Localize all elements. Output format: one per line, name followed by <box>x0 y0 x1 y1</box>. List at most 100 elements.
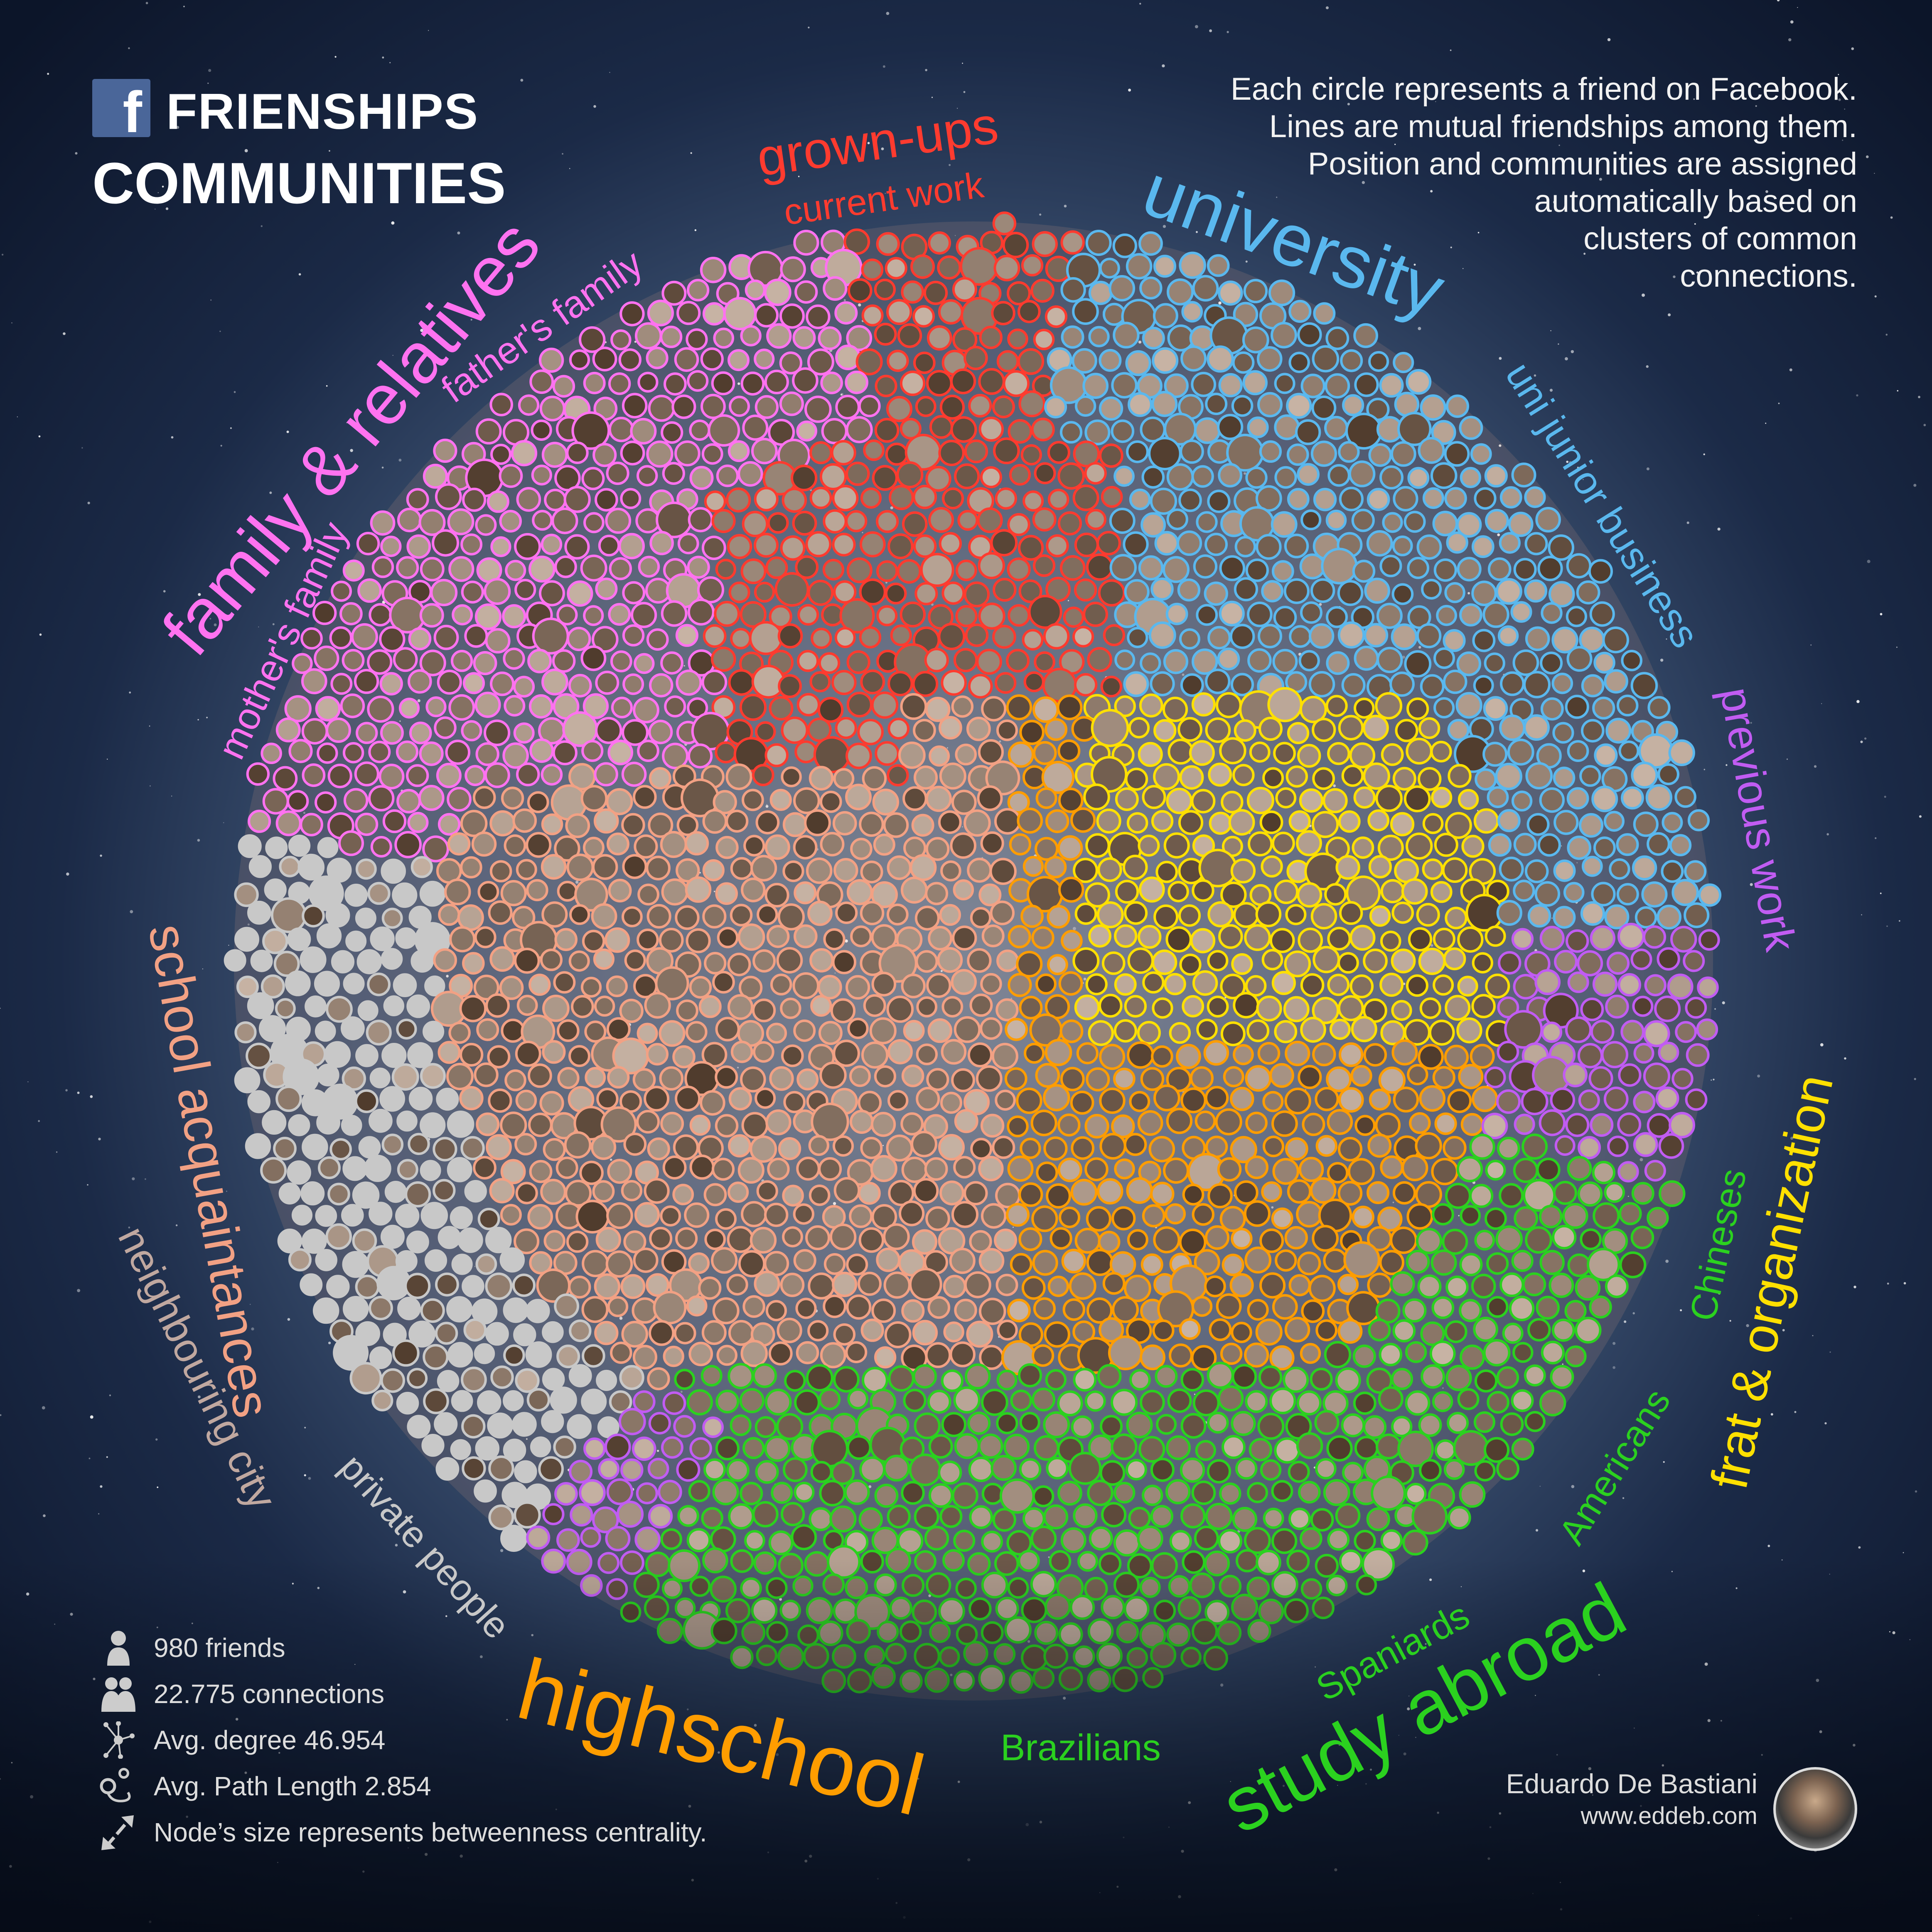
star <box>1138 340 1142 344</box>
friend-node <box>396 1018 417 1040</box>
star <box>11 322 12 324</box>
star <box>946 747 948 749</box>
friend-node <box>1554 1135 1576 1156</box>
star <box>210 299 212 301</box>
friend-node <box>1299 553 1326 580</box>
friend-node <box>807 580 834 606</box>
friend-node <box>637 371 659 393</box>
friend-node <box>954 1433 980 1459</box>
friend-node <box>1124 901 1148 925</box>
friend-node <box>1363 1043 1387 1067</box>
friend-node <box>608 417 634 442</box>
friend-node <box>637 740 659 762</box>
friend-node <box>1085 833 1110 858</box>
friend-node <box>1327 464 1350 487</box>
friend-node <box>887 349 909 372</box>
friend-node <box>1030 279 1054 303</box>
friend-node <box>1165 602 1188 625</box>
friend-node <box>300 1273 323 1296</box>
friend-node <box>780 1502 805 1526</box>
author-website[interactable]: www.eddeb.com <box>1581 1802 1757 1829</box>
friend-node <box>1088 1020 1114 1046</box>
friend-node <box>997 1320 1018 1341</box>
friend-node <box>875 375 897 397</box>
friend-node <box>262 1110 287 1135</box>
friend-node <box>925 466 951 492</box>
friend-node <box>646 347 669 369</box>
friend-node <box>1261 949 1283 971</box>
friend-node <box>1275 1249 1297 1272</box>
friend-node <box>568 673 592 698</box>
friend-node <box>1445 1182 1471 1209</box>
friend-node <box>1284 950 1311 978</box>
friend-node <box>595 717 622 744</box>
friend-node <box>539 1091 564 1116</box>
friend-node <box>909 1453 942 1486</box>
star <box>683 665 685 667</box>
star <box>1919 815 1922 818</box>
friend-node <box>739 1388 765 1413</box>
star <box>1558 343 1559 345</box>
friend-node <box>1101 486 1123 508</box>
friend-node <box>702 1416 724 1438</box>
friend-node <box>1445 812 1472 839</box>
friend-node <box>1392 1181 1416 1205</box>
friend-node <box>1209 1318 1232 1341</box>
friend-node <box>1271 322 1297 349</box>
star <box>1048 1556 1050 1558</box>
star <box>286 430 289 433</box>
friend-node <box>1088 326 1110 347</box>
friend-node <box>1114 649 1136 671</box>
friend-node <box>1337 1273 1359 1295</box>
friend-node <box>673 1415 696 1438</box>
friend-node <box>489 393 513 417</box>
friend-node <box>928 1434 953 1459</box>
friend-node <box>1534 881 1561 907</box>
friend-node <box>1127 1041 1154 1069</box>
friend-node <box>676 858 700 883</box>
star <box>0 1008 1 1009</box>
friend-node <box>1525 762 1553 789</box>
star <box>1765 423 1767 424</box>
friend-node <box>1536 1295 1560 1320</box>
friend-node <box>1484 1207 1507 1230</box>
friend-node <box>392 882 418 908</box>
friend-node <box>462 487 487 512</box>
friend-node <box>329 626 353 649</box>
friend-node <box>433 438 457 463</box>
friend-node <box>419 649 446 676</box>
friend-node <box>538 1456 564 1482</box>
friend-node <box>660 1111 684 1136</box>
friend-node <box>1472 952 1493 973</box>
star <box>1890 216 1893 219</box>
friend-node <box>886 995 914 1023</box>
star <box>634 341 637 343</box>
friend-node <box>595 1227 621 1253</box>
friend-node <box>1059 1207 1081 1228</box>
friend-node <box>757 904 778 925</box>
friend-node <box>1337 995 1364 1021</box>
friend-node <box>609 557 632 580</box>
friend-node <box>1620 1020 1645 1044</box>
friend-node <box>369 1346 392 1369</box>
friend-node <box>1380 1529 1403 1552</box>
friend-node <box>941 1412 967 1437</box>
star <box>949 164 951 166</box>
friend-node <box>619 998 644 1023</box>
friend-node <box>648 1412 671 1435</box>
friend-node <box>941 670 967 696</box>
friend-node <box>607 1296 629 1317</box>
friend-node <box>1368 443 1392 467</box>
friend-node <box>565 813 590 838</box>
friend-node <box>1176 530 1202 556</box>
friend-node <box>925 1342 951 1368</box>
friend-node <box>914 1412 941 1439</box>
friend-node <box>883 1455 910 1482</box>
friend-node <box>1407 467 1430 489</box>
friend-node <box>329 1138 352 1160</box>
friend-node <box>792 511 817 536</box>
friend-node <box>396 740 419 763</box>
friend-node <box>1683 950 1705 972</box>
friend-node <box>672 1045 696 1069</box>
friend-node <box>392 1339 420 1367</box>
